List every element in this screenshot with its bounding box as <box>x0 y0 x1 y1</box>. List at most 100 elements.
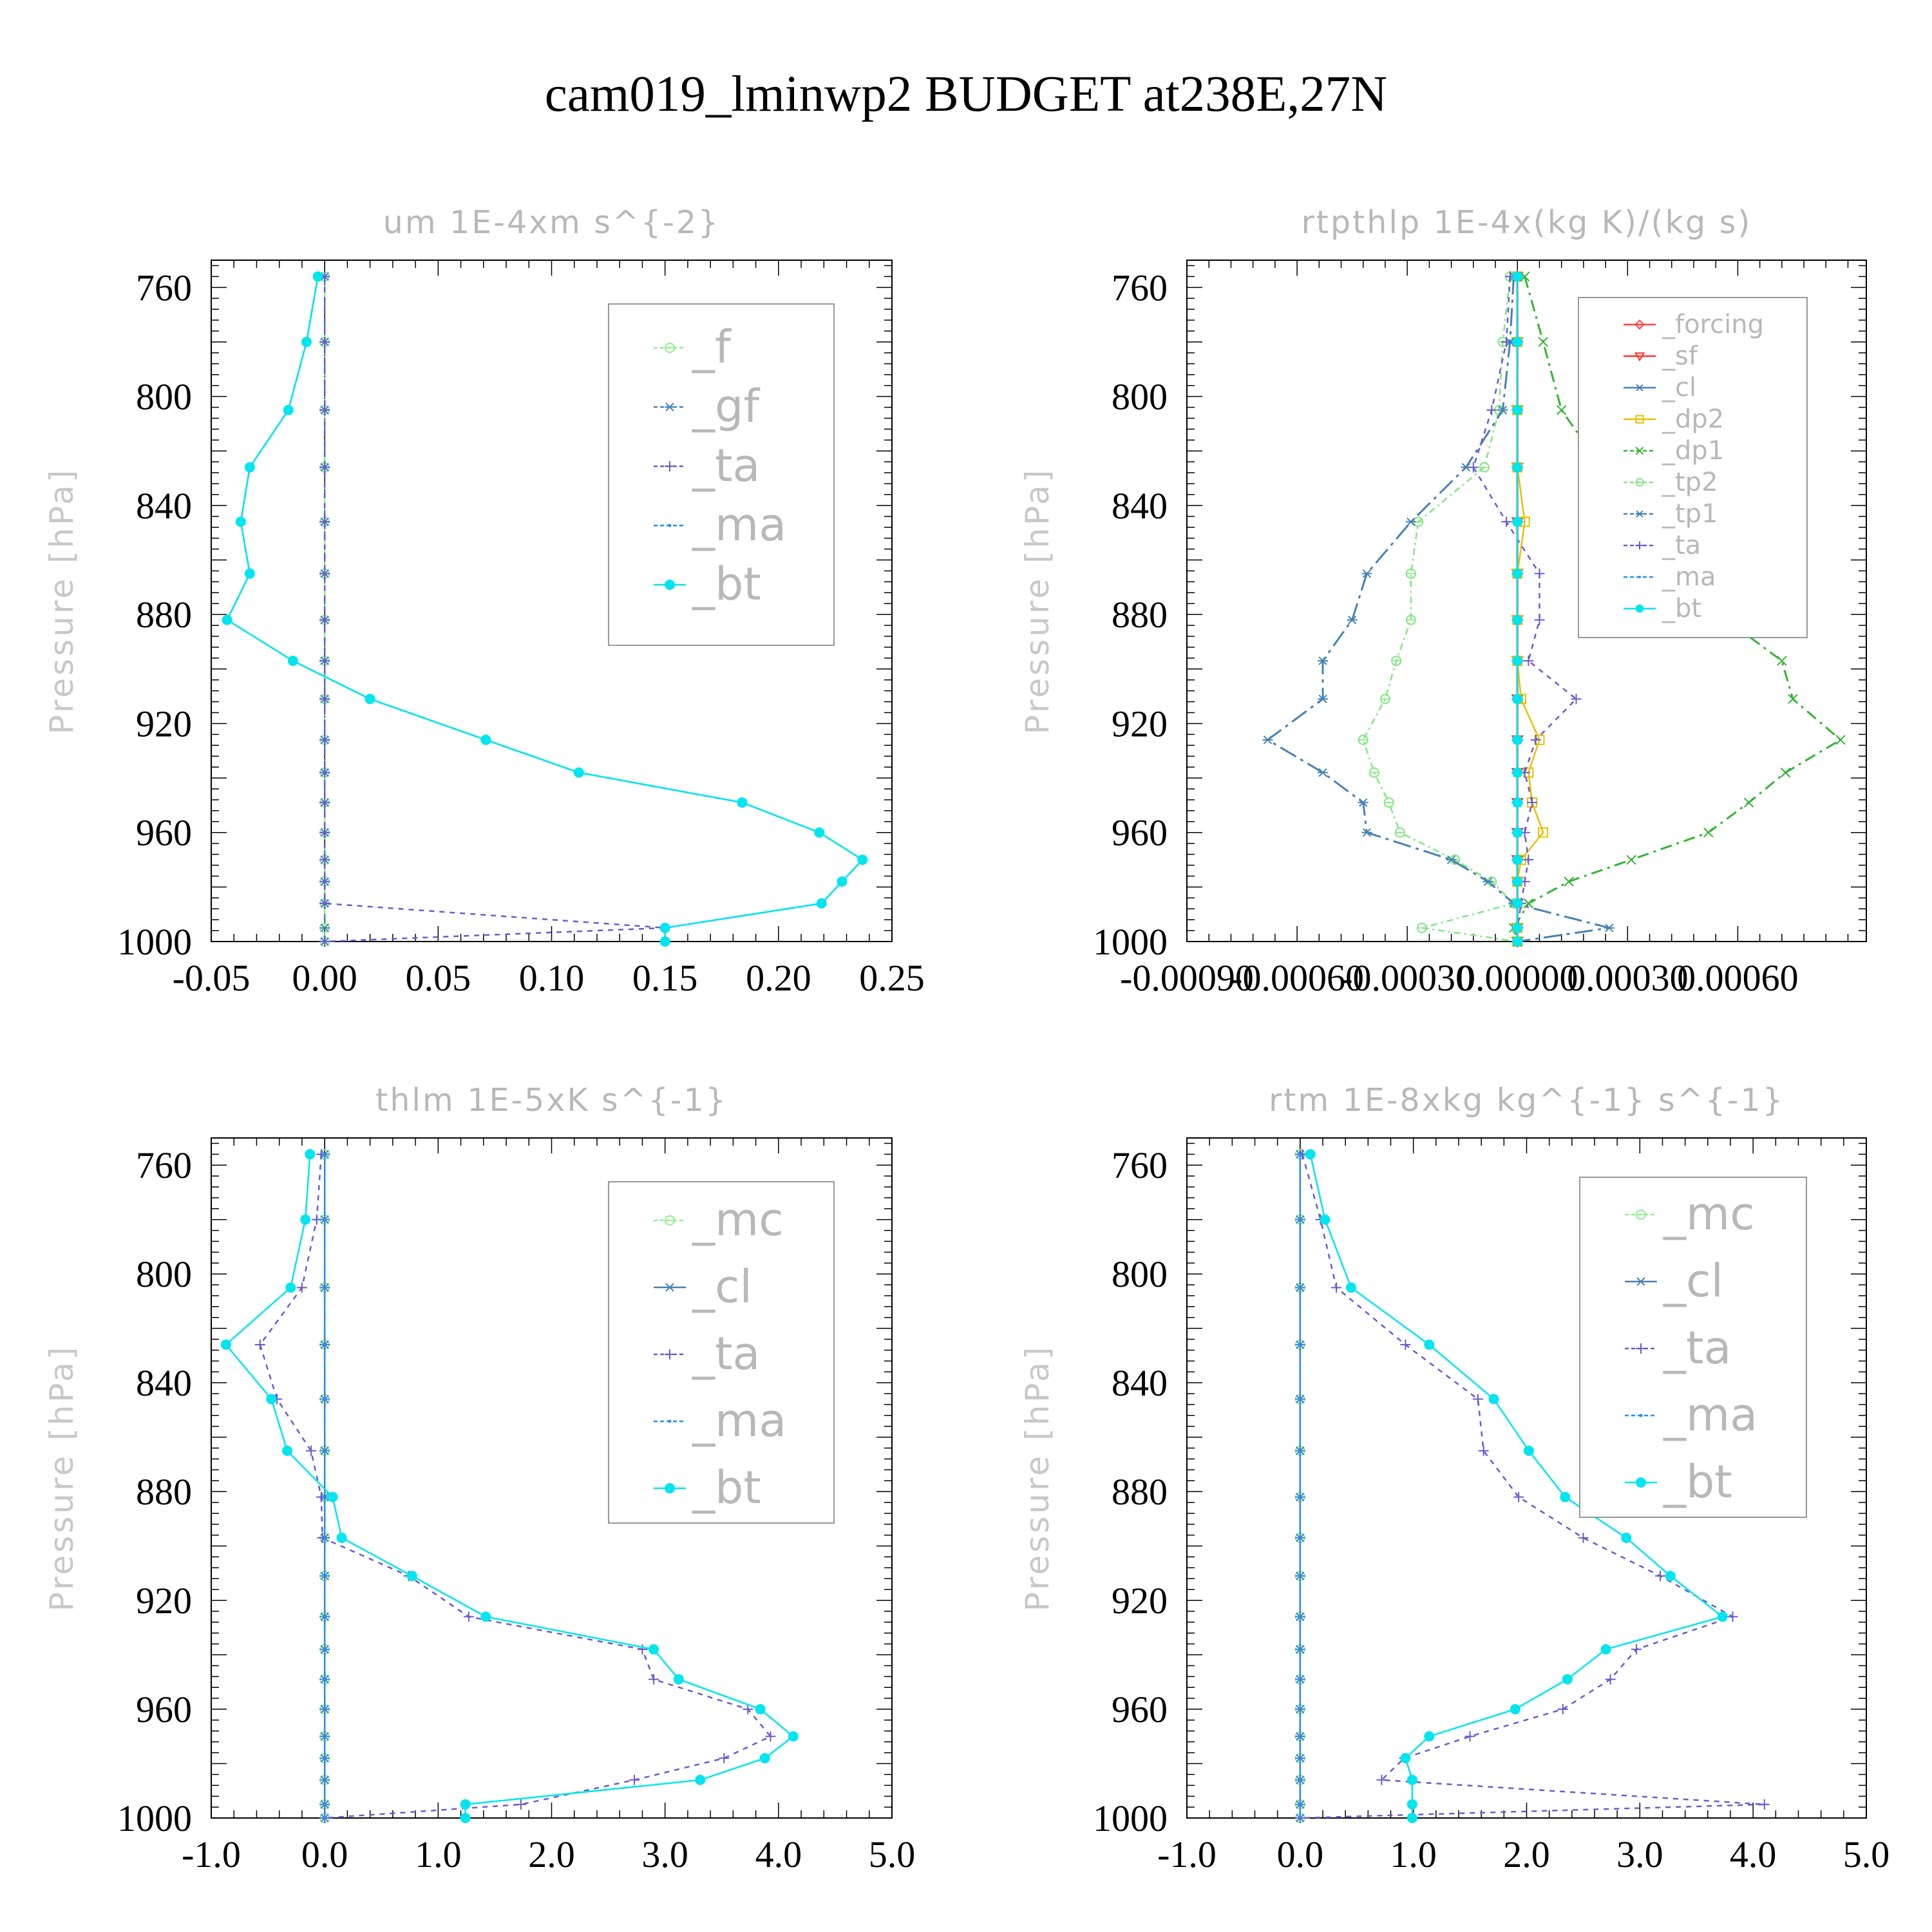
ta-point-marker <box>319 734 330 745</box>
ta-point-marker <box>319 694 330 705</box>
bt-point-marker <box>1512 855 1523 866</box>
ta-point-marker <box>1501 516 1512 527</box>
forcing-point-marker <box>1634 319 1645 330</box>
ma-point-marker <box>1298 1495 1302 1499</box>
bt-point-marker <box>305 1149 316 1160</box>
x-tick-label: -0.05 <box>173 957 251 999</box>
ta-point-marker <box>296 1282 307 1293</box>
dp1-point-marker <box>1519 271 1530 282</box>
x-tick-label: 4.0 <box>755 1833 802 1875</box>
y-tick-label: 920 <box>1112 1580 1168 1622</box>
legend-entry: _ta <box>692 439 760 492</box>
ta-point-marker <box>319 462 330 473</box>
ta-point-marker <box>1759 1799 1770 1810</box>
bt-point-marker <box>573 767 584 778</box>
bt-point-marker <box>659 936 670 947</box>
bt-point-marker <box>1488 1394 1499 1405</box>
y-tick-label: 840 <box>1112 485 1168 527</box>
legend-entry: _ma <box>692 498 786 551</box>
tp1-point-marker <box>1361 569 1372 578</box>
bt-point-marker <box>659 922 670 933</box>
bt-point-marker <box>460 1799 471 1810</box>
bt-point-marker <box>327 1492 338 1502</box>
tp1-point-marker <box>1318 768 1328 777</box>
legend-entry: _gf <box>692 380 760 433</box>
bt-point-marker <box>222 614 232 625</box>
ma-point-marker <box>1298 1734 1302 1738</box>
legend-entry: _bt <box>1663 1455 1732 1508</box>
ma-point-marker <box>1638 576 1641 578</box>
tp1-point-marker <box>1318 694 1328 704</box>
x-tick-label: 4.0 <box>1730 1833 1777 1875</box>
ma-point-marker <box>323 1778 327 1782</box>
legend-entry: _cl <box>1663 1255 1723 1307</box>
ma-point-marker <box>1298 1756 1302 1760</box>
legend-entry: _mc <box>692 1193 784 1246</box>
y-axis-label: Pressure [hPa] <box>1019 1345 1056 1612</box>
bt-point-marker <box>1512 827 1523 838</box>
ta-point-marker <box>319 898 330 909</box>
bt-point-marker <box>460 1813 471 1823</box>
bt-point-marker <box>1621 1532 1632 1543</box>
legend-entry: _ta <box>1663 1321 1731 1374</box>
y-tick-label: 1000 <box>117 1797 192 1839</box>
ta-point-marker <box>319 568 330 579</box>
chart-panel-2: rtpthlp 1E-4x(kg K)/(kg s) Pressure [hPa]… <box>1019 204 1867 999</box>
ma-point-marker <box>323 1343 327 1347</box>
ta-point-marker <box>765 1731 776 1742</box>
ta-point-marker <box>319 936 330 947</box>
ta-point-marker <box>306 1445 317 1456</box>
ma-point-marker <box>323 1678 327 1681</box>
cl-point-marker <box>1635 384 1644 392</box>
ta-point-marker <box>1478 1445 1489 1456</box>
y-tick-label: 760 <box>136 267 192 308</box>
y-tick-label: 800 <box>1112 1253 1168 1295</box>
ta-point-marker <box>1523 656 1534 667</box>
tp1-point-marker <box>1358 798 1368 807</box>
y-tick-label: 960 <box>136 1689 192 1730</box>
y-tick-label: 800 <box>1112 376 1168 418</box>
bt-point-marker <box>1512 656 1523 667</box>
legend-entry: _ma <box>1662 562 1716 592</box>
y-axis-label: Pressure [hPa] <box>43 1345 80 1612</box>
y-tick-label: 920 <box>136 703 192 744</box>
ta-point-marker <box>319 614 330 625</box>
x-tick-label: 0.10 <box>519 957 585 999</box>
ma-point-marker <box>1298 1285 1302 1289</box>
bt-point-marker <box>755 1704 766 1715</box>
bt-point-marker <box>1524 1445 1535 1456</box>
ta-point-marker <box>319 827 330 838</box>
tp1-point-marker <box>1446 855 1457 864</box>
ta-point-marker <box>1400 1340 1411 1350</box>
bt-point-marker <box>301 336 312 347</box>
gf-point-marker <box>665 402 675 412</box>
x-tick-label: 1.0 <box>415 1833 462 1875</box>
bt-point-marker <box>695 1774 706 1785</box>
ta-point-marker <box>1636 1343 1646 1354</box>
x-tick-label: 0.20 <box>746 957 811 999</box>
ta-point-marker <box>629 1774 640 1785</box>
ma-point-marker <box>323 1449 327 1453</box>
ta-point-marker <box>254 1340 265 1350</box>
bt-point-marker <box>1512 767 1523 778</box>
ta-point-marker <box>319 855 330 866</box>
bt-point-marker <box>480 1611 491 1622</box>
y-tick-label: 920 <box>1112 703 1168 744</box>
bt-point-marker <box>266 1394 277 1405</box>
ta-point-marker <box>1631 1644 1642 1655</box>
series-line-tp2 <box>1362 276 1518 943</box>
bt-point-marker <box>282 1445 293 1456</box>
y-tick-label: 960 <box>136 812 192 854</box>
bt-point-marker <box>737 797 748 808</box>
legend-entry: _forcing <box>1662 310 1764 339</box>
bt-point-marker <box>1406 1799 1417 1810</box>
ta-point-marker <box>319 656 330 667</box>
y-tick-label: 880 <box>136 1471 192 1513</box>
x-tick-label: 0.15 <box>632 957 698 999</box>
dp1-point-marker <box>1626 855 1636 865</box>
legend-entry: _dp2 <box>1662 404 1724 434</box>
legend-box <box>608 303 835 646</box>
ma-point-marker <box>1298 1218 1302 1222</box>
bt-point-marker <box>283 404 294 415</box>
